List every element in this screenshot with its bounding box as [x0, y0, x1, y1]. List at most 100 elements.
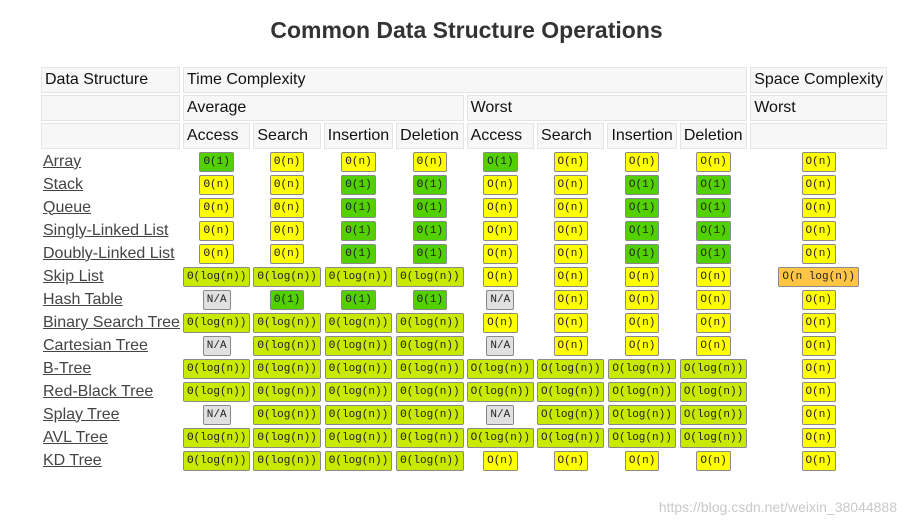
header-op-search: Search — [537, 123, 605, 149]
complexity-badge: Θ(log(n)) — [324, 451, 393, 471]
complexity-cell: Θ(1) — [324, 243, 393, 264]
data-structure-link[interactable]: Queue — [43, 198, 92, 216]
complexity-cell: Θ(log(n)) — [396, 266, 464, 287]
complexity-cell: O(n) — [607, 151, 676, 172]
complexity-cell: O(n) — [750, 381, 887, 402]
complexity-badge: O(log(n)) — [608, 382, 676, 402]
complexity-badge: Θ(log(n)) — [182, 451, 251, 471]
complexity-badge: Θ(1) — [269, 290, 305, 310]
complexity-cell: Θ(n) — [253, 220, 320, 241]
complexity-badge: O(n) — [483, 244, 518, 264]
complexity-badge: O(n) — [553, 198, 588, 218]
complexity-badge: N/A — [486, 405, 515, 425]
complexity-cell: O(n) — [750, 312, 887, 333]
table-row: KD Tree Θ(log(n)) Θ(log(n)) Θ(log(n)) Θ(log(… — [41, 450, 887, 471]
data-structure-link[interactable]: Binary Search Tree — [43, 313, 180, 331]
complexity-cell: O(log(n)) — [607, 404, 676, 425]
complexity-badge: Θ(n) — [199, 221, 234, 241]
complexity-badge: O(n) — [801, 405, 836, 425]
complexity-badge: O(n) — [624, 290, 660, 310]
complexity-cell: Θ(log(n)) — [324, 335, 393, 356]
complexity-cell: O(n) — [607, 450, 676, 471]
complexity-badge: N/A — [486, 290, 515, 310]
complexity-cell: O(1) — [467, 151, 534, 172]
complexity-cell: O(n) — [750, 151, 887, 172]
complexity-badge: O(n) — [483, 221, 518, 241]
data-structure-link[interactable]: Hash Table — [43, 290, 123, 308]
complexity-badge: O(n) — [553, 267, 588, 287]
complexity-badge: O(n) — [553, 175, 588, 195]
data-structure-link[interactable]: Skip List — [43, 267, 104, 285]
complexity-cell: O(n) — [750, 427, 887, 448]
complexity-badge: O(1) — [696, 175, 731, 195]
complexity-badge: Θ(n) — [269, 152, 305, 172]
complexity-badge: O(n) — [553, 244, 588, 264]
row-name-cell: AVL Tree — [41, 427, 180, 448]
complexity-cell: Θ(log(n)) — [253, 381, 321, 402]
complexity-cell: O(n log(n)) — [750, 266, 887, 287]
complexity-badge: Θ(log(n)) — [324, 382, 393, 402]
complexity-cell: Θ(log(n)) — [396, 358, 464, 379]
complexity-cell: O(1) — [607, 243, 676, 264]
complexity-cell: O(n) — [680, 312, 747, 333]
complexity-badge: O(log(n)) — [537, 382, 605, 402]
row-name-cell: Array — [41, 151, 180, 172]
complexity-cell: O(n) — [680, 335, 747, 356]
complexity-cell: O(log(n)) — [607, 427, 676, 448]
complexity-badge: O(n) — [624, 313, 660, 333]
complexity-badge: O(n) — [624, 451, 660, 471]
complexity-badge: O(n) — [483, 198, 518, 218]
data-structure-link[interactable]: B-Tree — [43, 359, 92, 377]
data-structure-link[interactable]: KD Tree — [43, 451, 102, 469]
data-structure-link[interactable]: Doubly-Linked List — [43, 244, 175, 262]
header-op-deletion: Deletion — [396, 123, 464, 149]
data-structure-link[interactable]: Splay Tree — [43, 405, 120, 423]
complexity-cell: O(log(n)) — [607, 358, 676, 379]
row-name-cell: Hash Table — [41, 289, 180, 310]
complexity-badge: O(n) — [483, 313, 518, 333]
complexity-cell: Θ(n) — [183, 243, 250, 264]
complexity-badge: Θ(log(n)) — [396, 405, 464, 425]
complexity-cell: N/A — [183, 289, 250, 310]
complexity-badge: Θ(1) — [341, 244, 376, 264]
data-structure-link[interactable]: Red-Black Tree — [43, 382, 154, 400]
complexity-badge: Θ(n) — [341, 152, 376, 172]
header-op-search: Search — [253, 123, 321, 149]
complexity-badge: Θ(n) — [199, 244, 234, 264]
complexity-cell: Θ(n) — [253, 174, 320, 195]
table-row: Skip List Θ(log(n)) Θ(log(n)) Θ(log(n)) Θ(lo… — [41, 266, 887, 287]
table-row: Splay Tree N/A Θ(log(n)) Θ(log(n)) Θ(log(n))… — [41, 404, 887, 425]
complexity-cell: Θ(1) — [324, 197, 393, 218]
header-worst: Worst — [466, 95, 748, 121]
complexity-badge: O(n) — [624, 336, 660, 356]
complexity-badge: O(n) — [553, 152, 588, 172]
complexity-badge: Θ(1) — [341, 290, 376, 310]
data-structure-link[interactable]: Cartesian Tree — [43, 336, 148, 354]
complexity-badge: Θ(log(n)) — [324, 313, 393, 333]
complexity-cell: O(n) — [537, 450, 604, 471]
complexity-cell: Θ(log(n)) — [253, 335, 321, 356]
complexity-cell: O(n) — [607, 266, 676, 287]
complexity-cell: O(n) — [750, 174, 887, 195]
data-structure-link[interactable]: Stack — [43, 175, 84, 193]
complexity-badge: O(log(n)) — [679, 405, 748, 425]
complexity-badge: Θ(log(n)) — [253, 382, 321, 402]
complexity-badge: O(log(n)) — [466, 428, 535, 448]
complexity-cell: Θ(log(n)) — [253, 404, 321, 425]
complexity-cell: Θ(1) — [253, 289, 320, 310]
data-structure-link[interactable]: AVL Tree — [43, 428, 108, 446]
complexity-badge: Θ(n) — [199, 175, 234, 195]
complexity-cell: Θ(n) — [183, 220, 250, 241]
data-structure-link[interactable]: Singly-Linked List — [43, 221, 169, 239]
table-row: AVL Tree Θ(log(n)) Θ(log(n)) Θ(log(n)) Θ(log… — [41, 427, 887, 448]
data-structure-link[interactable]: Array — [43, 152, 82, 170]
complexity-cell: O(n) — [537, 312, 604, 333]
complexity-cell: Θ(1) — [324, 174, 393, 195]
complexity-badge: O(n) — [801, 313, 836, 333]
complexity-badge: Θ(log(n)) — [253, 451, 321, 471]
complexity-badge: Θ(log(n)) — [182, 382, 251, 402]
complexity-cell: O(n) — [467, 266, 534, 287]
complexity-cell: O(n) — [750, 358, 887, 379]
complexity-badge: Θ(log(n)) — [396, 382, 464, 402]
complexity-cell: O(n) — [750, 197, 887, 218]
